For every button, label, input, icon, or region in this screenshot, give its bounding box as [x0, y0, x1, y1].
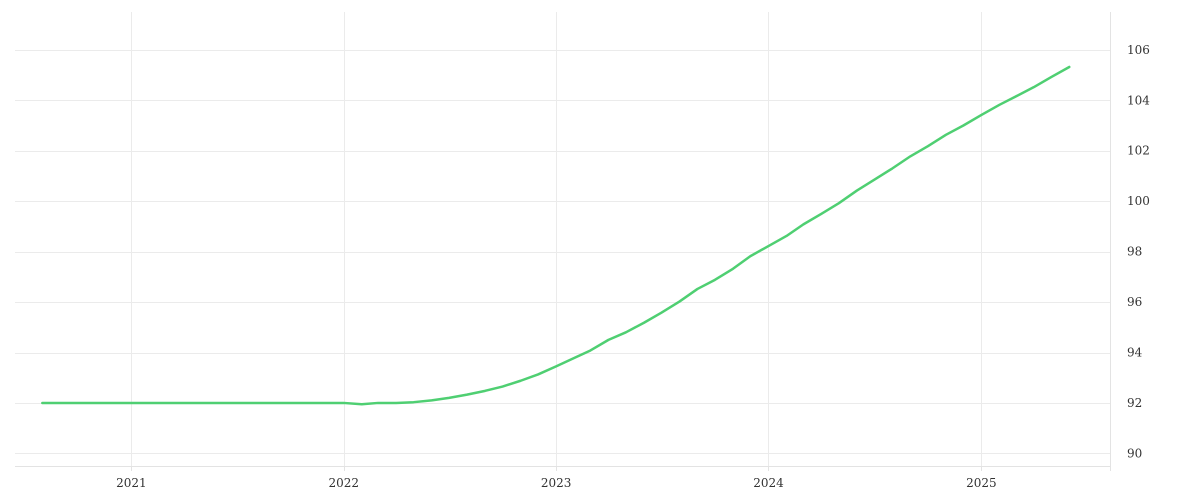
y-tick-label: 106 [1127, 43, 1150, 57]
y-tick-label: 92 [1127, 396, 1142, 410]
y-tick-label: 94 [1127, 346, 1143, 360]
series-line-0 [41, 65, 1071, 406]
series-layer [41, 65, 1071, 406]
y-tick-label: 96 [1127, 295, 1142, 309]
y-axis-tick-labels: 90 92 94 96 98 100 102 104 106 [1127, 43, 1150, 461]
y-tick-label: 102 [1127, 144, 1150, 158]
axes [15, 12, 1111, 471]
y-tick-label: 104 [1127, 93, 1150, 107]
x-axis-tick-labels: 2021 2022 2023 2024 2025 [116, 476, 997, 490]
x-tick-label: 2023 [541, 476, 572, 490]
y-tick-label: 90 [1127, 446, 1142, 460]
x-tick-label: 2022 [328, 476, 359, 490]
grid [15, 12, 1110, 466]
x-tick-label: 2024 [753, 476, 784, 490]
y-tick-label: 100 [1127, 194, 1150, 208]
x-tick-label: 2021 [116, 476, 147, 490]
y-tick-label: 98 [1127, 245, 1142, 259]
x-tick-label: 2025 [966, 476, 997, 490]
